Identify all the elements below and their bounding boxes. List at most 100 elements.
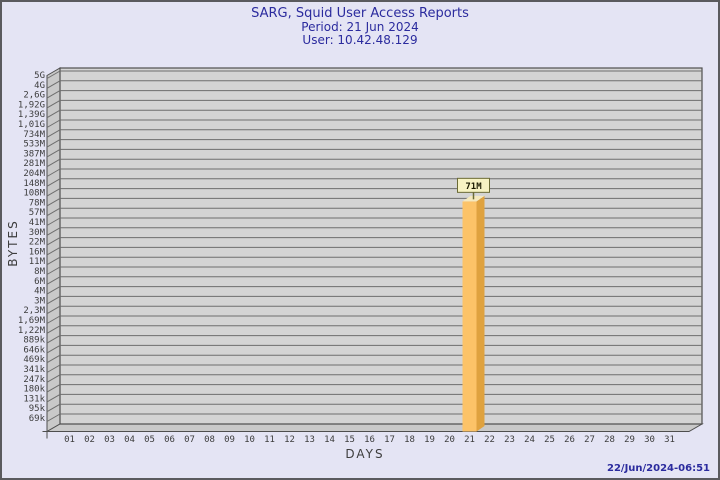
x-tick-label: 07 (184, 435, 195, 445)
y-tick-connector (46, 364, 61, 373)
y-tick-label: 387M (23, 149, 45, 159)
x-tick-label: 20 (444, 435, 455, 445)
x-tick-label: 14 (324, 435, 335, 445)
x-tick-label: 05 (144, 435, 155, 445)
y-tick-label: 2,3M (23, 306, 45, 316)
y-tick-connector (46, 354, 61, 364)
y-tick-label: 4M (34, 287, 45, 297)
y-tick-connector (46, 168, 61, 177)
x-tick-label: 06 (164, 435, 175, 445)
x-tick-label: 25 (544, 435, 555, 445)
y-tick-connector (46, 384, 61, 393)
y-tick-label: 69k (29, 414, 46, 424)
y-tick-label: 469k (23, 355, 45, 365)
y-tick-label: 889k (23, 336, 45, 346)
y-tick-label: 281M (23, 159, 45, 169)
y-tick-connector (46, 70, 61, 79)
y-tick-label: 108M (23, 189, 45, 199)
x-tick-label: 19 (424, 435, 435, 445)
y-tick-label: 5G (34, 71, 45, 81)
x-axis-title: DAYS (345, 447, 385, 461)
y-tick-connector (46, 403, 61, 413)
y-tick-label: 4G (34, 81, 45, 91)
x-tick-label: 04 (124, 435, 135, 445)
y-tick-connector (46, 393, 61, 403)
y-tick-connector (46, 188, 61, 197)
y-tick-connector (46, 158, 61, 168)
y-tick-label: 1,39G (18, 110, 45, 120)
x-tick-label: 23 (504, 435, 515, 445)
x-tick-label: 08 (204, 435, 215, 445)
y-tick-label: 148M (23, 179, 45, 189)
bar-front-face (462, 201, 477, 432)
x-tick-label: 30 (644, 435, 655, 445)
y-tick-label: 734M (23, 130, 45, 140)
y-tick-connector (46, 139, 61, 148)
y-tick-connector (46, 374, 61, 383)
y-tick-connector (46, 197, 61, 207)
y-tick-connector (46, 119, 61, 128)
y-tick-label: 3M (34, 296, 45, 306)
y-tick-connector (46, 217, 61, 226)
y-tick-label: 95k (29, 404, 46, 414)
x-tick-label: 16 (364, 435, 375, 445)
x-tick-label: 26 (564, 435, 575, 445)
y-tick-label: 30M (29, 228, 46, 238)
x-tick-label: 21 (464, 435, 475, 445)
y-tick-label: 533M (23, 140, 45, 150)
x-tick-label: 01 (64, 435, 75, 445)
y-tick-label: 41M (29, 218, 46, 228)
x-tick-label: 12 (284, 435, 295, 445)
bar-value-label: 71M (465, 182, 482, 192)
x-tick-label: 18 (404, 435, 415, 445)
y-tick-connector (46, 286, 61, 295)
y-tick-connector (46, 80, 61, 89)
x-tick-label: 10 (244, 435, 255, 445)
y-tick-label: 2,6G (23, 91, 45, 101)
y-tick-connector (46, 315, 61, 324)
y-tick-label: 1,01G (18, 120, 45, 130)
y-tick-label: 78M (29, 198, 46, 208)
report-period: Period: 21 Jun 2024 (301, 20, 419, 34)
x-tick-label: 17 (384, 435, 395, 445)
y-tick-label: 6M (34, 277, 45, 287)
generation-timestamp: 22/Jun/2024-06:51 (607, 463, 710, 474)
y-tick-connector (46, 305, 61, 315)
y-tick-connector (46, 295, 61, 305)
x-tick-label: 15 (344, 435, 355, 445)
y-tick-connector (46, 266, 61, 275)
report-user: User: 10.42.48.129 (302, 33, 418, 47)
y-tick-label: 22M (29, 238, 46, 248)
y-tick-connector (46, 129, 61, 138)
y-tick-label: 16M (29, 247, 46, 257)
y-tick-connector (46, 246, 61, 256)
y-tick-connector (46, 237, 61, 246)
x-tick-label: 28 (604, 435, 615, 445)
y-tick-connector (46, 99, 61, 109)
x-tick-label: 09 (224, 435, 235, 445)
y-tick-connector (46, 90, 61, 99)
y-axis-title: BYTES (6, 219, 20, 267)
x-tick-label: 13 (304, 435, 315, 445)
y-tick-label: 11M (29, 257, 46, 267)
plot-left-wall (46, 67, 61, 433)
y-tick-connector (46, 413, 61, 422)
y-tick-label: 1,22M (18, 326, 46, 336)
y-tick-connector (46, 335, 61, 344)
x-tick-label: 27 (584, 435, 595, 445)
y-tick-label: 57M (29, 208, 46, 218)
y-tick-label: 131k (23, 394, 45, 404)
y-tick-label: 1,69M (18, 316, 46, 326)
y-tick-connector (46, 256, 61, 266)
x-tick-label: 29 (624, 435, 635, 445)
y-tick-label: 8M (34, 267, 45, 277)
x-tick-label: 31 (664, 435, 675, 445)
y-tick-label: 204M (23, 169, 45, 179)
y-tick-connector (46, 227, 61, 236)
y-tick-label: 646k (23, 345, 45, 355)
y-tick-label: 341k (23, 365, 45, 375)
x-tick-label: 22 (484, 435, 495, 445)
plot-back-panel (59, 67, 703, 425)
